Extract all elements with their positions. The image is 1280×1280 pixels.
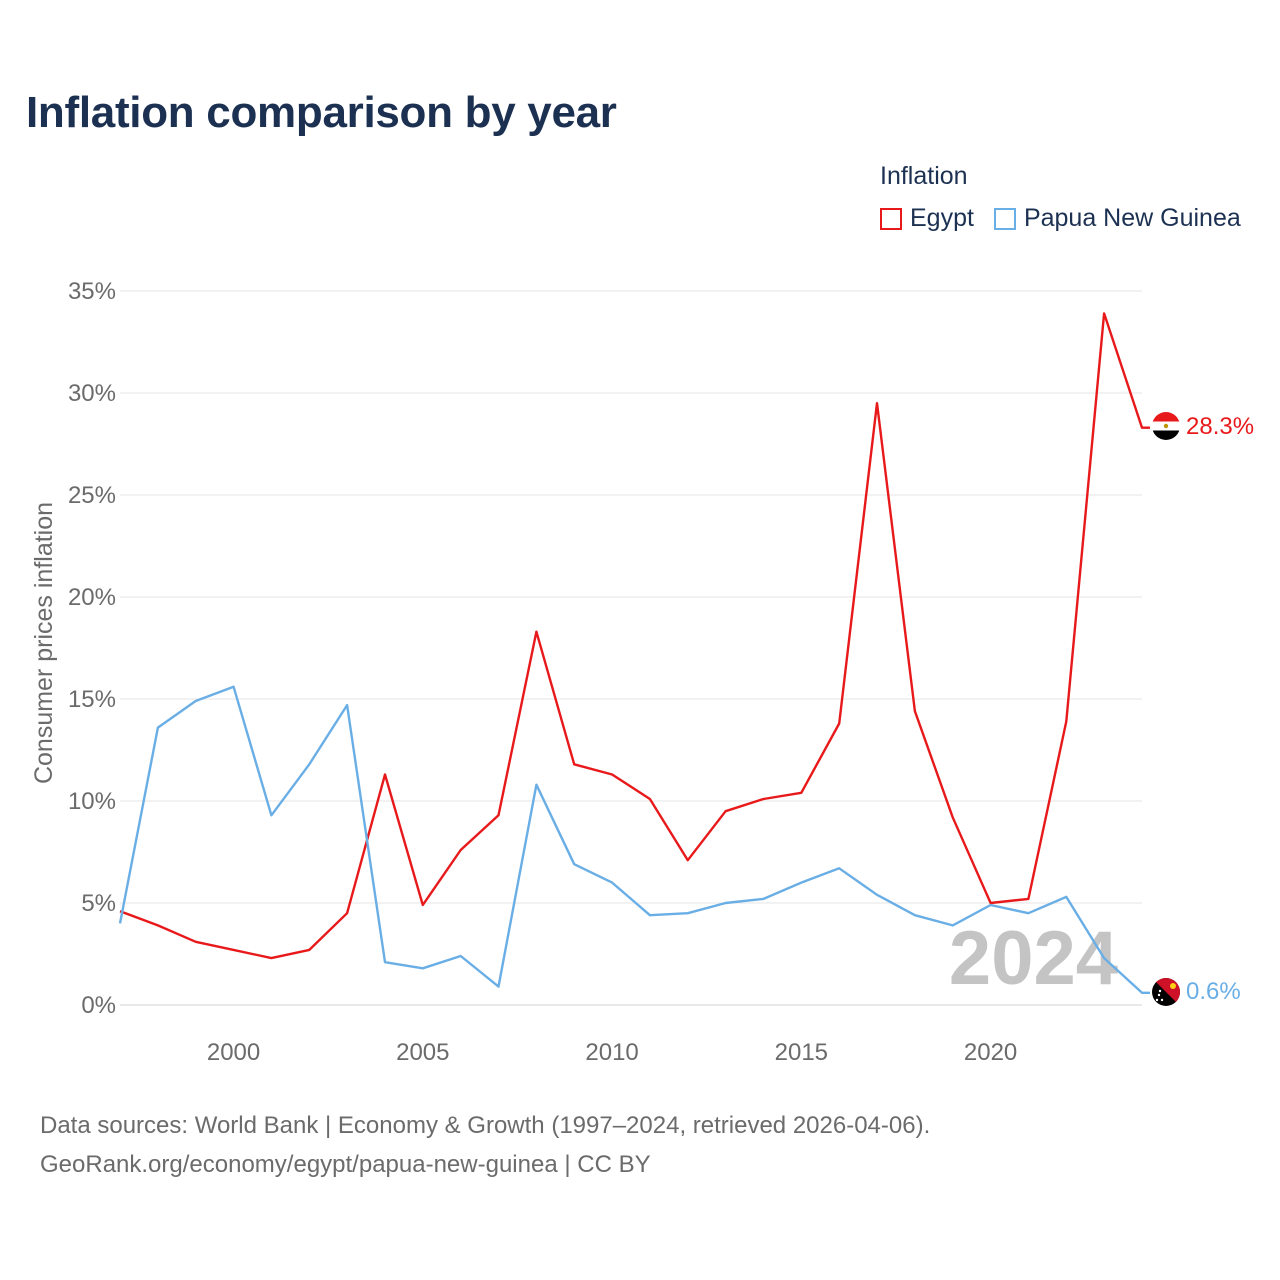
y-tick-label: 0% [81,992,116,1019]
legend-title: Inflation [880,162,968,190]
year-watermark: 2024 [949,916,1118,1001]
series-line-papua-new-guinea[interactable] [118,685,1150,994]
egypt-end-value-label: 28.3% [1186,413,1254,440]
legend-swatch-papua-new-guinea [993,207,1016,230]
series [118,312,1150,994]
legend-label-egypt: Egypt [910,204,974,232]
legend-swatch-egypt [880,207,902,230]
chart-title: Inflation comparison by year [26,88,617,137]
egypt-flag-icon [1152,412,1180,440]
y-axis-label: Consumer prices inflation [30,502,58,784]
x-tick-label: 2000 [207,1039,260,1066]
y-tick-label: 15% [68,686,116,713]
legend: Egypt Papua New Guinea [880,204,1241,233]
y-tick-label: 20% [68,584,116,611]
papua-new-guinea-flag-icon [1152,978,1180,1006]
legend-label-papua-new-guinea: Papua New Guinea [1023,204,1241,232]
legend-item-egypt[interactable]: Egypt [880,204,974,233]
grid [120,290,1142,1006]
footer-attribution[interactable]: GeoRank.org/economy/egypt/papua-new-guin… [40,1151,651,1178]
x-axis-ticks: 2000 2005 2010 2015 2020 [207,1039,1017,1066]
y-tick-label: 10% [68,788,116,815]
papua-new-guinea-end-value-label: 0.6% [1186,978,1241,1005]
legend-item-papua-new-guinea[interactable]: Papua New Guinea [993,204,1241,233]
y-tick-label: 25% [68,482,116,509]
x-tick-label: 2020 [964,1039,1017,1066]
footer: Data sources: World Bank | Economy & Gro… [40,1106,930,1184]
x-tick-label: 2010 [585,1039,638,1066]
y-tick-label: 35% [68,278,116,305]
y-tick-label: 30% [68,380,116,407]
series-line-egypt[interactable] [119,312,1150,960]
x-tick-label: 2005 [396,1039,449,1066]
y-tick-label: 5% [81,890,116,917]
footer-sources: Data sources: World Bank | Economy & Gro… [40,1112,931,1139]
x-tick-label: 2015 [775,1039,828,1066]
y-axis-ticks: 0% 5% 10% 15% 20% 25% 30% 35% [68,278,116,1019]
